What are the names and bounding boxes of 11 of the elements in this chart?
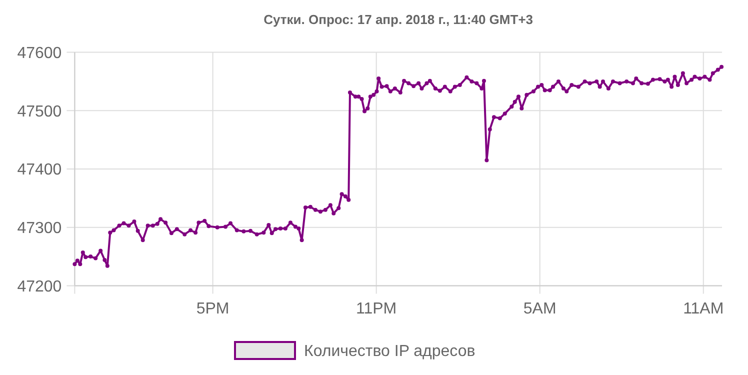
y-tick-label: 47500 (17, 103, 62, 120)
y-tick-label: 47600 (17, 44, 62, 62)
y-tick-label: 47200 (17, 278, 62, 296)
legend-label: Количество IP адресов (304, 343, 476, 360)
y-tick-label: 47300 (17, 220, 62, 237)
x-tick-label: 5AM (523, 300, 556, 318)
chart-title: Сутки. Опрос: 17 апр. 2018 г., 11:40 GMT+3 (264, 12, 534, 27)
y-tick-label: 47400 (17, 162, 62, 179)
x-tick-label: 5PM (196, 300, 230, 318)
x-tick-label: 11AM (683, 300, 724, 318)
x-tick-label: 11PM (356, 300, 397, 318)
